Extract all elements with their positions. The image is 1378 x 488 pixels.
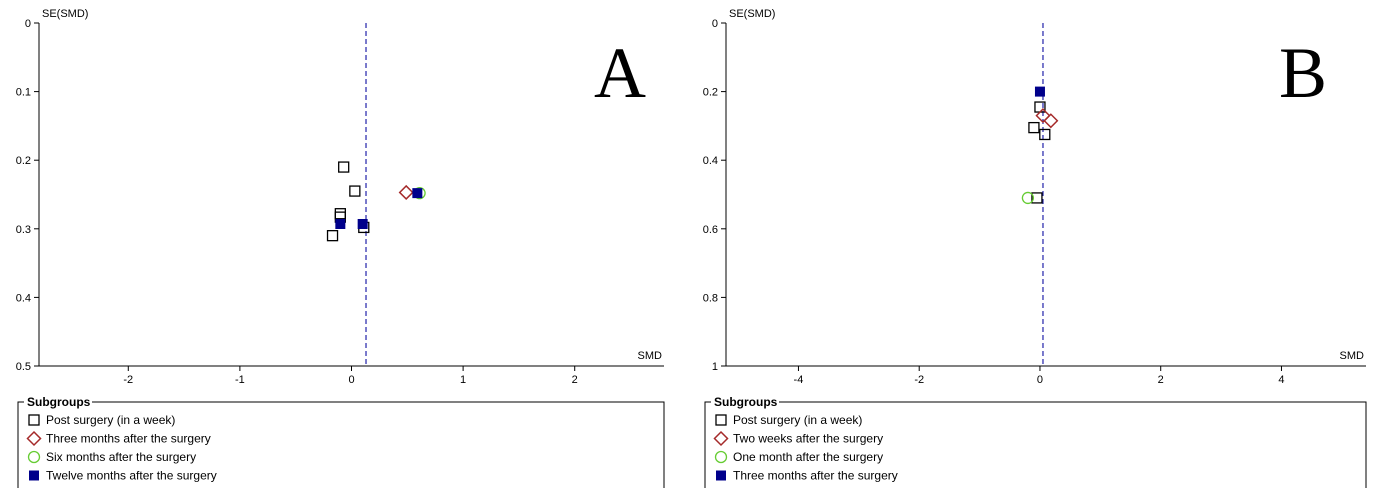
y-tick-label: 0.1: [16, 87, 31, 99]
legend-title: Subgroups: [714, 395, 778, 409]
legend-marker: [716, 470, 726, 481]
y-tick-label: 0.2: [703, 87, 718, 99]
legend-marker: [27, 450, 41, 464]
data-point: [335, 218, 346, 229]
panel-letter: A: [594, 33, 646, 113]
legend-label: Post surgery (in a week): [733, 413, 862, 427]
x-tick-label: 2: [1158, 374, 1164, 386]
y-tick-label: 0.8: [703, 292, 718, 304]
legend-label: Six months after the surgery: [46, 450, 196, 464]
legend-marker: [713, 430, 729, 447]
x-tick-label: 4: [1278, 374, 1284, 386]
data-point: [1034, 86, 1045, 97]
legend-title: Subgroups: [27, 395, 91, 409]
legend-marker: [714, 450, 728, 464]
data-point: [1028, 121, 1040, 134]
legend-marker: [29, 470, 39, 481]
legend-box: [704, 401, 1367, 488]
y-tick-label: 1: [712, 361, 718, 373]
data-point: [357, 218, 368, 229]
x-tick-label: -1: [235, 374, 245, 386]
legend-label: Three months after the surgery: [733, 469, 898, 483]
x-tick-label: 2: [572, 374, 578, 386]
y-tick-label: 0.3: [16, 224, 31, 236]
legend-title-bg: [711, 395, 779, 409]
data-point: [1043, 113, 1059, 129]
legend-label: One month after the surgery: [733, 450, 883, 464]
y-axis-title: SE(SMD): [729, 8, 775, 20]
x-tick-label: 1: [460, 374, 466, 386]
x-tick-label: -2: [123, 374, 133, 386]
panel-letter: B: [1279, 33, 1327, 113]
legend: Subgroups Post surgery (in a week) Three m…: [17, 395, 665, 488]
y-axis-title: SE(SMD): [42, 8, 88, 20]
data-point: [1021, 191, 1035, 205]
y-tick-label: 0.6: [703, 224, 718, 236]
x-axis-title: SMD: [1340, 350, 1365, 362]
legend-marker: [28, 414, 40, 426]
y-tick-label: 0: [25, 18, 31, 30]
legend-label: Three months after the surgery: [46, 432, 211, 446]
data-point: [334, 208, 346, 220]
legend-label: Twelve months after the surgery: [46, 469, 217, 483]
legend-marker: [26, 430, 42, 447]
x-axis-title: SMD: [638, 350, 663, 362]
x-tick-label: 0: [1037, 374, 1043, 386]
legend-marker: [715, 414, 727, 426]
data-point: [1039, 128, 1051, 141]
data-point: [1031, 192, 1043, 204]
data-point: [412, 188, 423, 199]
x-tick-label: -4: [794, 374, 804, 386]
funnel-plot-panel-b: 0 0.2 0.4 0.6 0.8 1 -4 -2 0 2 4 SE(SMD) SMD B Subgroup…: [703, 8, 1367, 488]
data-point: [326, 230, 339, 242]
y-tick-label: 0.2: [16, 155, 31, 167]
legend-label: Two weeks after the surgery: [733, 432, 883, 446]
legend: Subgroups Post surgery (in a week) Two wee…: [704, 395, 1367, 488]
y-tick-label: 0.4: [16, 292, 31, 304]
legend-label: Post surgery (in a week): [46, 413, 175, 427]
legend-title-bg: [24, 395, 92, 409]
data-point: [1035, 108, 1051, 124]
y-tick-label: 0.4: [703, 155, 718, 167]
data-point: [398, 184, 414, 201]
data-point: [349, 185, 361, 197]
x-tick-label: -2: [914, 374, 924, 386]
y-tick-label: 0.5: [16, 361, 31, 373]
x-tick-label: 0: [348, 374, 354, 386]
data-point: [338, 161, 350, 173]
y-tick-label: 0: [712, 18, 718, 30]
funnel-plot-panel-a: 0 0.1 0.2 0.3 0.4 0.5 -2 -1 0 1 2 SE(SMD) SMD A Subgro…: [16, 8, 665, 488]
legend-box: [17, 401, 665, 488]
